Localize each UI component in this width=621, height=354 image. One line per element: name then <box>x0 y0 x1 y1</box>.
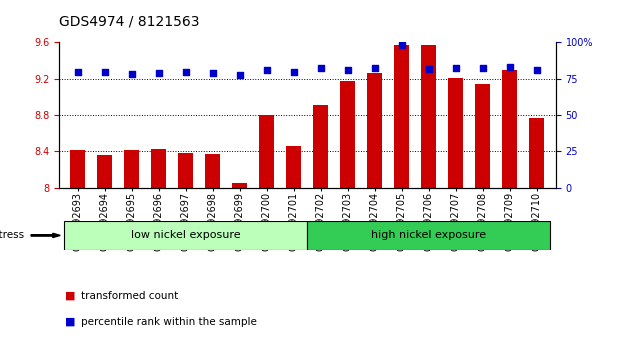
Bar <box>368 73 383 188</box>
Point <box>289 69 299 74</box>
Point <box>532 67 542 73</box>
Bar <box>476 84 491 188</box>
Bar <box>286 146 301 188</box>
Text: GDS4974 / 8121563: GDS4974 / 8121563 <box>59 14 199 28</box>
Point <box>208 70 218 76</box>
Bar <box>97 155 112 188</box>
Bar <box>448 78 463 188</box>
Bar <box>178 153 193 188</box>
Text: stress: stress <box>0 230 25 240</box>
Point <box>370 65 380 71</box>
Text: ■: ■ <box>65 291 76 301</box>
Bar <box>340 81 355 188</box>
Bar <box>422 45 437 188</box>
Text: percentile rank within the sample: percentile rank within the sample <box>81 317 256 327</box>
Text: low nickel exposure: low nickel exposure <box>131 230 241 240</box>
Point <box>478 65 488 71</box>
Bar <box>152 149 166 188</box>
Point <box>343 67 353 73</box>
Bar <box>260 115 274 188</box>
Point <box>127 72 137 77</box>
Point <box>397 42 407 48</box>
Point <box>424 66 434 72</box>
Bar <box>530 118 545 188</box>
Point <box>316 65 326 71</box>
Point <box>154 70 164 76</box>
Text: ■: ■ <box>65 317 76 327</box>
Text: transformed count: transformed count <box>81 291 178 301</box>
Point <box>100 69 110 74</box>
Point <box>181 70 191 75</box>
Bar <box>206 154 220 188</box>
Point <box>505 64 515 70</box>
Point <box>451 65 461 71</box>
Bar <box>65 221 307 250</box>
Bar <box>394 45 409 188</box>
Bar <box>232 183 247 188</box>
Point <box>262 67 272 73</box>
Bar <box>70 150 85 188</box>
Bar <box>502 70 517 188</box>
Bar <box>307 221 550 250</box>
Point <box>235 72 245 78</box>
Bar <box>124 150 139 188</box>
Bar <box>314 105 329 188</box>
Text: high nickel exposure: high nickel exposure <box>371 230 486 240</box>
Point <box>73 70 83 75</box>
